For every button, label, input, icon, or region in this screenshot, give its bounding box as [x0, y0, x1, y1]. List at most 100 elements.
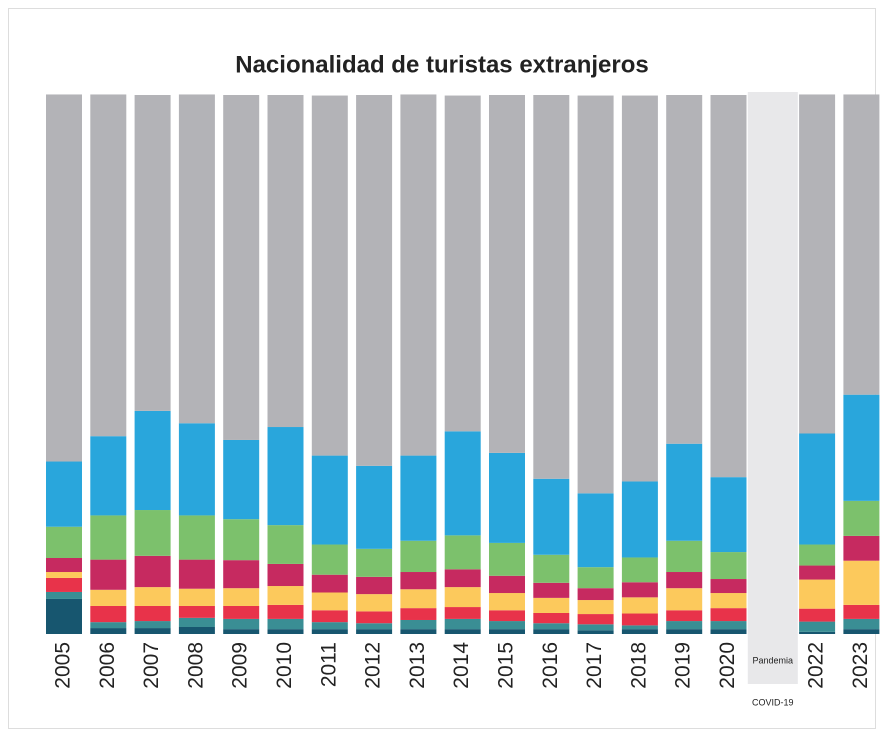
bar-segment: [621, 613, 658, 626]
bar-segment: [134, 587, 171, 606]
bar-segment: [134, 95, 171, 411]
bar-segment: [489, 95, 525, 453]
annotation: COVID-19: [752, 697, 794, 707]
x-tick-label: 2012: [362, 642, 385, 689]
pandemic-band: [747, 92, 798, 684]
bar-segment: [843, 560, 880, 605]
bar-segment: [621, 95, 658, 482]
bar-segment: [666, 621, 703, 630]
bar-segment: [533, 623, 570, 630]
bar-segment: [46, 558, 82, 573]
bar-segment: [46, 526, 82, 559]
bar-segment: [223, 629, 260, 634]
x-tick-label: 2007: [140, 642, 163, 689]
bar-segment: [178, 605, 215, 618]
bar-segment: [799, 621, 836, 632]
bar-segment: [178, 94, 215, 424]
bar-segment: [533, 612, 570, 624]
bar-segment: [46, 598, 82, 634]
bar-segment: [311, 574, 348, 593]
bar-segment: [843, 394, 880, 501]
bar-segment: [843, 500, 880, 536]
bar-segment: [267, 563, 304, 587]
bar-segment: [178, 423, 215, 516]
bar-segment: [400, 619, 437, 630]
x-tick-label: 2005: [52, 642, 75, 689]
bar-segment: [356, 576, 393, 595]
bar-segment: [178, 626, 215, 634]
bar-segment: [134, 605, 171, 622]
bar-segment: [46, 572, 82, 578]
bar-segment: [267, 604, 304, 619]
bar-segment: [267, 427, 304, 526]
x-tick-label: 2008: [184, 642, 207, 689]
bar-segment: [489, 610, 525, 622]
bar-segment: [267, 618, 304, 630]
bar-segment: [489, 452, 525, 543]
bar-segment: [843, 629, 880, 634]
bar-segment: [90, 622, 127, 629]
bar-segment: [621, 557, 658, 583]
bar-segment: [267, 586, 304, 605]
x-tick-label: 2016: [539, 642, 562, 689]
bar-segment: [799, 565, 836, 580]
bar-segment: [710, 593, 747, 609]
bar-segment: [400, 589, 437, 609]
bar-segment: [666, 572, 703, 589]
bar-segment: [489, 621, 525, 630]
x-tick-label: 2022: [805, 642, 828, 689]
x-tick-label: 2015: [495, 642, 518, 689]
bar-segment: [46, 94, 82, 462]
bar-segment: [223, 95, 260, 440]
x-tick-label: 2011: [317, 642, 340, 687]
bar-segment: [356, 623, 393, 630]
bar-segment: [223, 560, 260, 589]
bar-segment: [311, 610, 348, 623]
bar-segment: [666, 95, 703, 444]
x-tick-label: 2009: [229, 642, 252, 689]
bar-segment: [90, 436, 127, 516]
x-tick-label: 2020: [716, 642, 739, 689]
x-tick-label: 2017: [583, 642, 606, 689]
bar-segment: [400, 94, 437, 456]
bar-segment: [710, 477, 747, 553]
bar-segment: [356, 95, 393, 466]
bar-segment: [267, 525, 304, 564]
bar-segment: [223, 618, 260, 630]
bar-segment: [311, 95, 348, 456]
x-tick-label: 2023: [849, 642, 872, 689]
bar-segment: [223, 588, 260, 606]
bar-segment: [533, 478, 570, 555]
bar-segment: [311, 592, 348, 611]
bar-segment: [799, 631, 836, 634]
bar-segment: [799, 579, 836, 609]
bar-segment: [400, 608, 437, 620]
x-tick-label: 2006: [96, 642, 119, 689]
bar-segment: [178, 588, 215, 606]
bar-segment: [489, 542, 525, 576]
bar-segment: [489, 593, 525, 611]
bar-segment: [621, 625, 658, 630]
bar-segment: [90, 628, 127, 634]
bar-segment: [710, 579, 747, 594]
bar-segment: [799, 94, 836, 434]
bar-segment: [843, 604, 880, 619]
bar-segment: [799, 544, 836, 566]
bar-segment: [577, 95, 614, 494]
annotation: Pandemia: [753, 655, 794, 665]
bar-segment: [533, 554, 570, 583]
bar-segment: [356, 629, 393, 634]
bar-segment: [444, 431, 481, 536]
bar-segment: [311, 544, 348, 575]
bar-segment: [444, 569, 481, 588]
bar-segment: [621, 597, 658, 614]
bar-segment: [444, 607, 481, 619]
bar-segment: [90, 94, 127, 437]
bar-segment: [400, 629, 437, 634]
bar-segment: [46, 577, 82, 592]
bar-segment: [400, 572, 437, 590]
bar-segment: [311, 622, 348, 630]
x-tick-label: 2019: [672, 642, 695, 689]
bar-segment: [666, 610, 703, 622]
bar-segment: [223, 519, 260, 561]
